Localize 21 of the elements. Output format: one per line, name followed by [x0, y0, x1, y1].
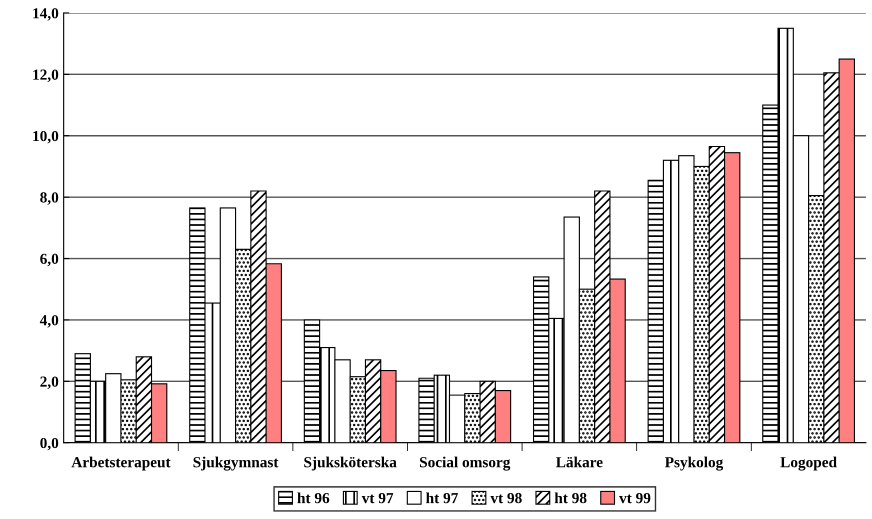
y-tick-label: 6,0	[40, 254, 58, 266]
x-tick-label: Arbetsterapeut	[71, 456, 171, 470]
x-tick-label: Sjuksköterska	[304, 456, 397, 470]
legend-label: vt 99	[619, 492, 650, 504]
y-tick-label: 0,0	[40, 438, 58, 450]
legend-label: vt 97	[362, 492, 394, 504]
y-tick-label: 10,0	[33, 130, 58, 144]
x-tick-label: Social omsorg	[420, 456, 510, 471]
y-tick-label: 14,0	[33, 8, 58, 21]
legend-label: ht 97	[426, 492, 458, 504]
x-tick-label: Psykolog	[664, 456, 724, 471]
legend-label: ht 98	[554, 492, 586, 504]
y-tick-label: 12,0	[33, 70, 58, 82]
legend-label: vt 98	[490, 492, 522, 504]
x-tick-label: Sjukgymnast	[194, 456, 278, 471]
legend-label: ht 96	[297, 492, 330, 504]
y-tick-label: 4,0	[40, 315, 58, 328]
x-tick-label: Logoped	[780, 456, 837, 471]
y-tick-label: 2,0	[40, 376, 58, 389]
x-tick-label: Läkare	[556, 456, 603, 468]
y-tick-label: 8,0	[40, 192, 58, 205]
